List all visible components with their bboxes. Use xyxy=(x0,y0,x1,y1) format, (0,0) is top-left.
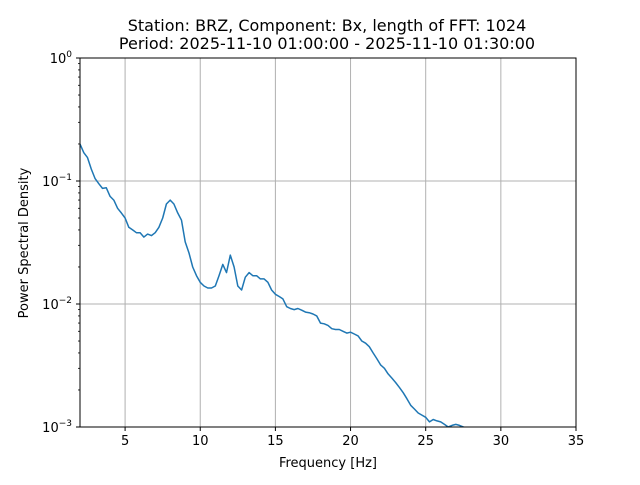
y-tick-label: 100 xyxy=(50,50,73,67)
series-group xyxy=(80,143,466,427)
y-axis-label: Power Spectral Density xyxy=(17,167,32,318)
x-tick-label: 20 xyxy=(342,434,359,449)
plot-frame xyxy=(79,57,577,428)
y-tick-label: 10−1 xyxy=(42,173,72,190)
x-tick-label: 15 xyxy=(267,434,284,449)
x-axis-label: Frequency [Hz] xyxy=(279,456,377,471)
x-tick-label: 35 xyxy=(568,434,585,449)
y-tick-label: 10−3 xyxy=(42,419,72,436)
x-tick-label: 25 xyxy=(417,434,434,449)
psd-series-line xyxy=(80,143,466,427)
x-tick-label: 5 xyxy=(121,434,129,449)
x-tick-label: 10 xyxy=(192,434,209,449)
x-axis-ticks: 5 10 15 20 25 30 35 xyxy=(121,427,584,449)
x-tick-label: 30 xyxy=(493,434,510,449)
chart-subtitle: Period: 2025-11-10 01:00:00 - 2025-11-10… xyxy=(119,34,535,53)
y-axis-ticks: 10−3 10−2 10−1 100 xyxy=(42,50,80,436)
chart-title: Station: BRZ, Component: Bx, length of F… xyxy=(128,16,527,35)
y-tick-label: 10−2 xyxy=(42,296,72,313)
